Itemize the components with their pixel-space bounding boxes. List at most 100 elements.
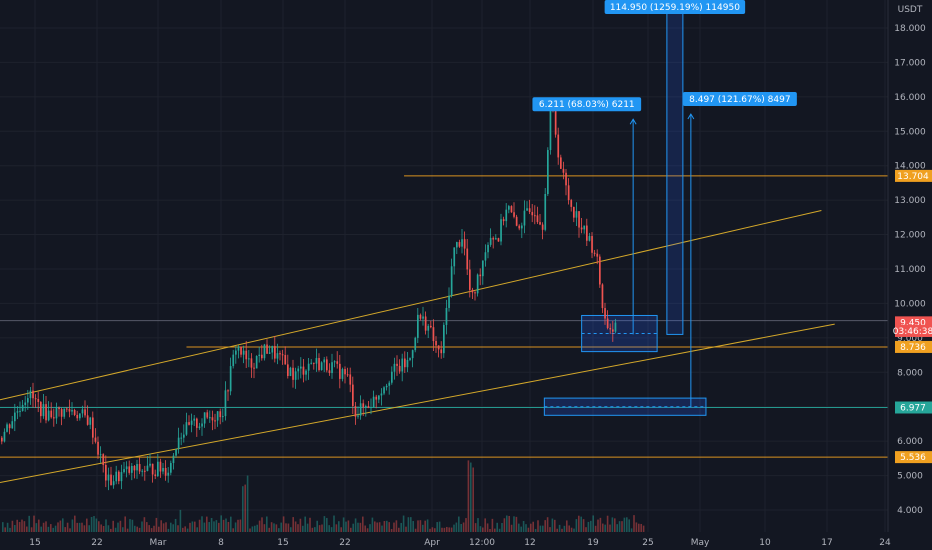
candle-body [84, 409, 86, 416]
volume-bar [50, 524, 52, 532]
volume-bar [57, 522, 59, 532]
volume-bar [590, 520, 592, 532]
candle-body [110, 474, 112, 486]
candle-body [560, 157, 562, 169]
volume-bar [395, 520, 398, 532]
volume-bar [556, 528, 558, 532]
volume-bar [366, 528, 369, 532]
projection-arrow [629, 118, 637, 125]
candle-body [136, 464, 138, 471]
candle-body [11, 421, 14, 429]
candle-body [365, 405, 367, 408]
projection-box [666, 6, 684, 335]
candle-body [125, 466, 128, 470]
volume-bar [251, 526, 254, 532]
volume-bar [426, 519, 429, 532]
volume-bar [196, 527, 198, 532]
volume-bar [110, 528, 112, 532]
candle-body [440, 349, 443, 354]
volume-bar [462, 522, 465, 532]
x-tick-label: Mar [150, 538, 167, 548]
candle-body [42, 404, 45, 417]
volume-bar [210, 517, 213, 532]
price-axis[interactable] [888, 0, 932, 550]
candle-body [346, 374, 349, 376]
volume-bar [417, 520, 419, 532]
candle-body [144, 470, 146, 472]
candle-body [198, 426, 201, 428]
volume-bar [71, 519, 74, 532]
candle-body [489, 237, 492, 245]
volume-bar [134, 525, 136, 532]
candle-body [614, 322, 617, 332]
volume-bar [42, 522, 45, 532]
candle-body [305, 370, 307, 375]
volume-bar [316, 520, 318, 532]
volume-bar [16, 519, 18, 532]
volume-bar [314, 527, 316, 532]
volume-bar [354, 518, 357, 532]
volume-bar [213, 521, 215, 532]
volume-bar [2, 522, 4, 532]
volume-bar [362, 516, 364, 532]
candle-body [453, 247, 456, 267]
projection-arrow [687, 113, 695, 120]
volume-bar [352, 523, 354, 532]
candle-body [359, 403, 362, 416]
volume-bar [155, 517, 158, 532]
candle-body [313, 362, 315, 364]
candle-body [354, 406, 357, 417]
candle-body [1, 437, 3, 442]
volume-bar [410, 517, 412, 532]
candle-body [71, 410, 73, 412]
volume-bar [86, 518, 88, 532]
candle-body [8, 424, 11, 429]
volume-bar [443, 527, 446, 532]
candle-body [167, 472, 170, 476]
candle-body [318, 358, 320, 371]
volume-bar [587, 521, 590, 532]
candle-body [45, 404, 47, 421]
volume-bar [275, 524, 278, 532]
price-label-bg [895, 340, 932, 353]
volume-bar [297, 524, 299, 532]
time-axis[interactable] [0, 532, 888, 550]
x-tick-label: 25 [642, 538, 653, 548]
volume-bar [124, 516, 126, 532]
volume-bar [393, 522, 395, 532]
volume-bar [167, 528, 170, 532]
volume-bar [4, 527, 6, 532]
volume-bar [21, 519, 23, 532]
candle-body [287, 364, 289, 376]
volume-bar [472, 467, 474, 532]
candle-body [430, 325, 432, 328]
candle-body [24, 402, 27, 405]
candle-body [162, 467, 164, 472]
volume-bar [424, 520, 426, 532]
volume-bar [542, 525, 544, 532]
volume-bar [98, 521, 100, 532]
candle-body [258, 354, 261, 356]
price-label: 13.704 [897, 172, 929, 182]
candle-body [21, 404, 24, 411]
volume-bar [158, 526, 160, 532]
candle-body [378, 395, 380, 400]
volume-bar [26, 526, 28, 532]
candle-body [34, 398, 37, 400]
candle-body [370, 407, 372, 409]
candle-body [175, 449, 177, 456]
candle-body [102, 454, 105, 465]
y-tick-label: 8.000 [897, 368, 923, 378]
price-label: 9.450 [900, 318, 926, 328]
volume-bar [227, 521, 230, 532]
volume-bar [453, 524, 455, 532]
currency-label: USDT [898, 5, 923, 15]
x-tick-label: 15 [277, 538, 288, 548]
volume-bar [342, 517, 345, 532]
candle-body [458, 242, 461, 247]
candle-body [588, 236, 591, 241]
candle-body [297, 368, 300, 372]
candle-body [237, 346, 240, 351]
